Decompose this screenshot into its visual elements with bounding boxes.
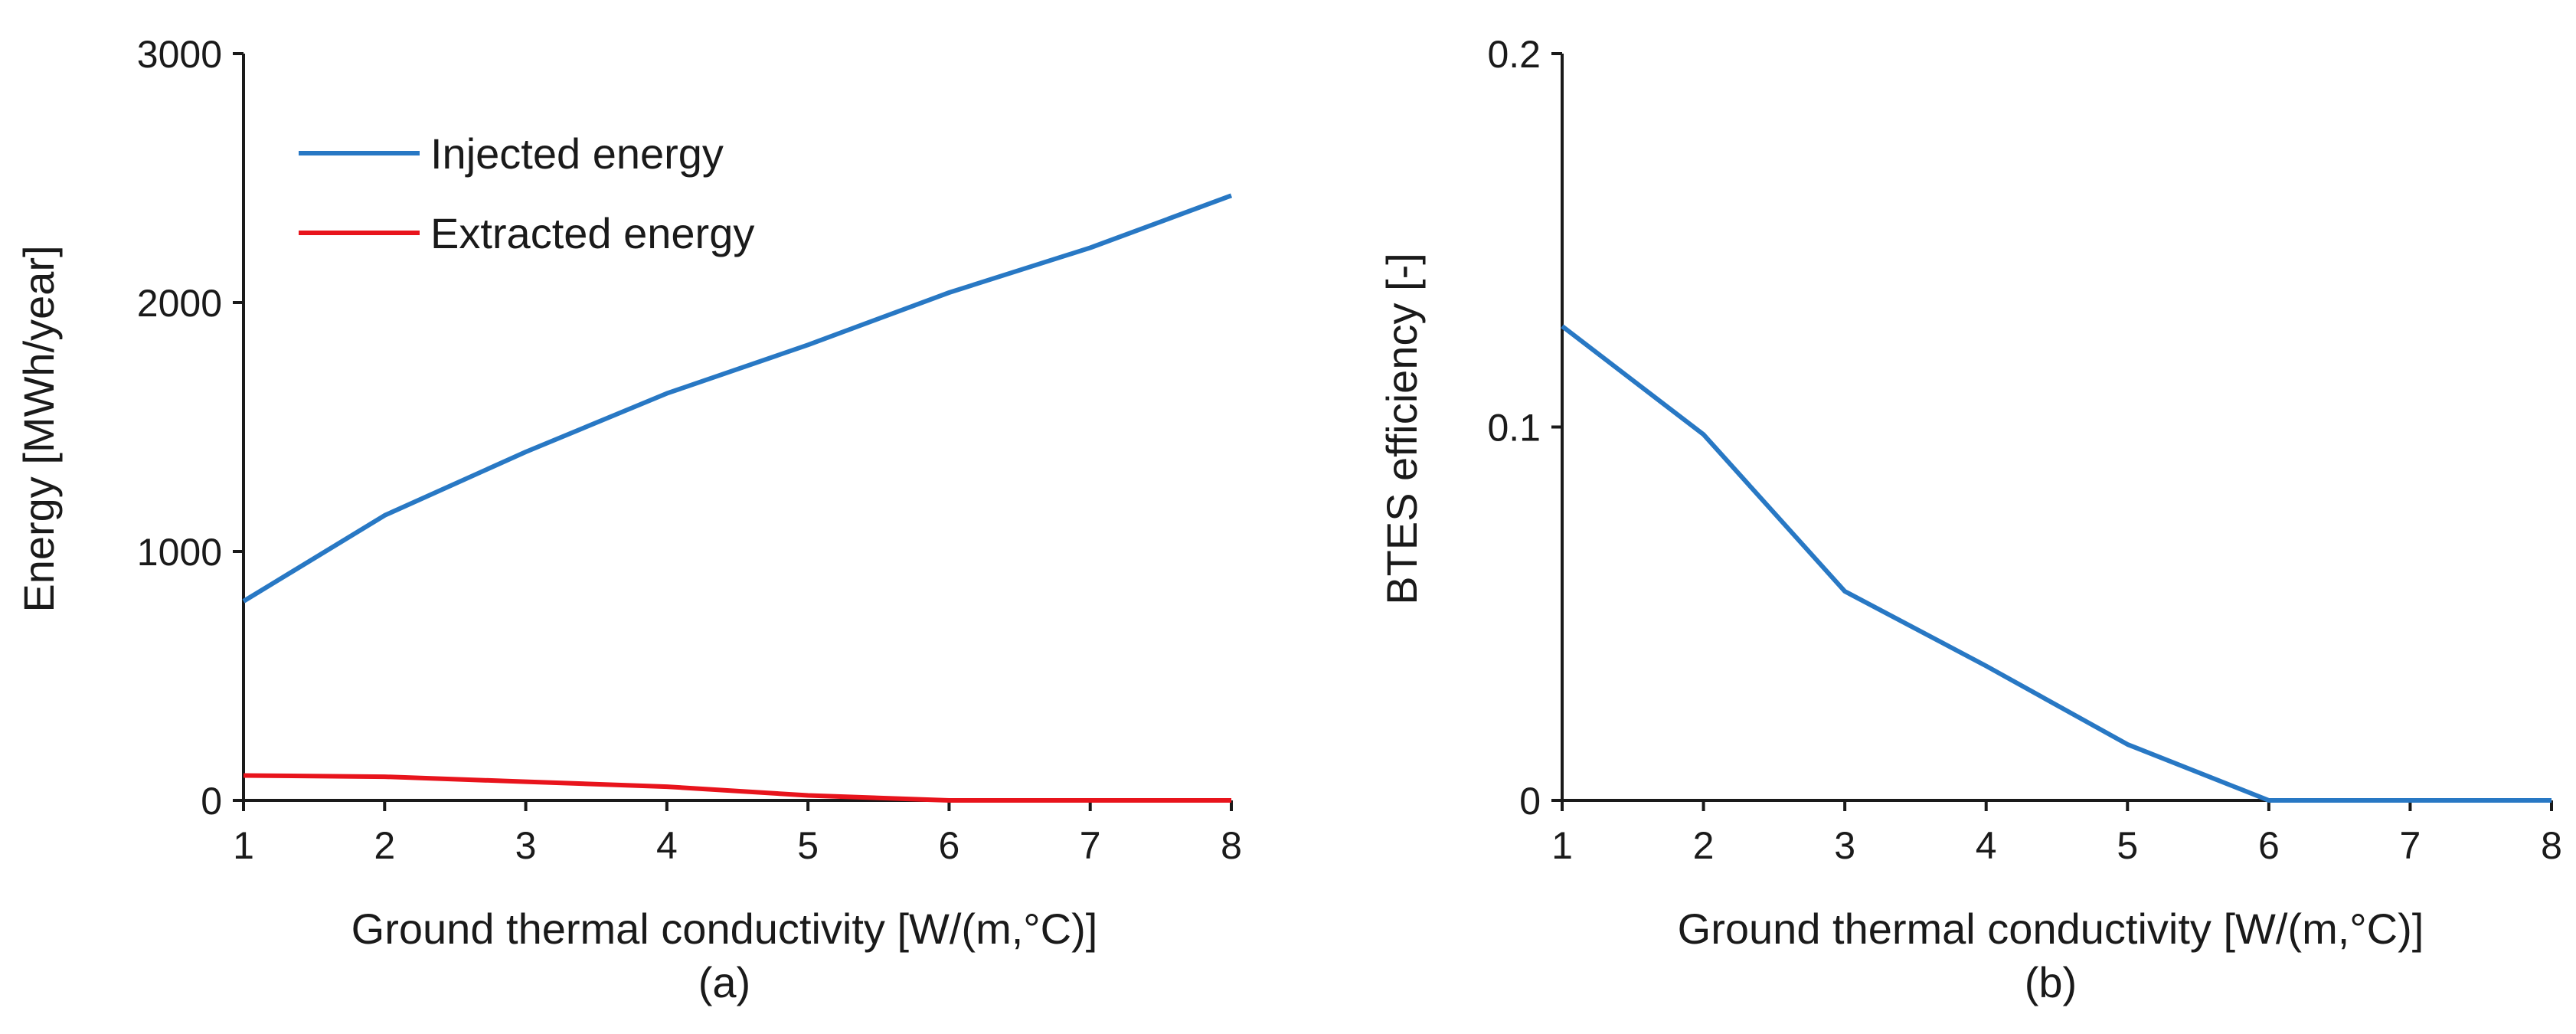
- chart-a-legend: Injected energy Extracted energy: [299, 129, 754, 257]
- chart-b-ylabel: BTES efficiency [-]: [1378, 253, 1426, 605]
- chart-b-x-tick-label: 8: [2541, 824, 2562, 867]
- chart-a-x-tick-label: 3: [515, 824, 537, 867]
- legend-label-injected-energy: Injected energy: [430, 129, 724, 178]
- chart-a-y-tick-label: 0: [201, 780, 222, 823]
- chart-a-x-tick-label: 4: [656, 824, 678, 867]
- chart-a-x-tick-label: 1: [233, 824, 254, 867]
- chart-b-axes: 0 0.1 0.2 1 2 3 4 5 6 7 8: [1487, 33, 2561, 867]
- chart-b-y-tick-label: 0: [1519, 780, 1541, 823]
- chart-b-x-tick-label: 4: [1976, 824, 1997, 867]
- chart-b-xlabel: Ground thermal conductivity [W/(m,°C)]: [1678, 905, 2424, 953]
- chart-a-y-tick-label: 3000: [137, 33, 222, 76]
- chart-a-y-tick-label: 1000: [137, 531, 222, 574]
- btes-efficiency-line: [1561, 324, 2551, 803]
- chart-a-x-tick-label: 2: [374, 824, 395, 867]
- chart-b-x-tick-label: 7: [2400, 824, 2421, 867]
- chart-b-caption: (b): [2025, 958, 2077, 1006]
- chart-a-x-tick-label: 5: [797, 824, 819, 867]
- injected-energy-line: [242, 193, 1233, 604]
- chart-a-x-tick-label: 7: [1080, 824, 1101, 867]
- chart-a: 0 1000 2000 3000 1 2 3 4 5 6 7 8 Injected energy Ext…: [15, 33, 1242, 1006]
- chart-b-x-tick-label: 1: [1551, 824, 1573, 867]
- chart-b-y-tick-label: 0.2: [1487, 33, 1541, 76]
- chart-b-x-tick-label: 3: [1834, 824, 1855, 867]
- chart-b: 0 0.1 0.2 1 2 3 4 5 6 7 8 Ground thermal conductiv…: [1378, 33, 2562, 1006]
- legend-label-extracted-energy: Extracted energy: [430, 209, 754, 257]
- chart-b-y-tick-label: 0.1: [1487, 407, 1541, 450]
- chart-b-x-tick-label: 2: [1693, 824, 1715, 867]
- chart-a-caption: (a): [698, 958, 750, 1006]
- chart-a-axes: 0 1000 2000 3000 1 2 3 4 5 6 7 8: [137, 33, 1242, 867]
- chart-b-x-tick-label: 6: [2258, 824, 2280, 867]
- chart-a-series: [242, 193, 1233, 803]
- extracted-energy-line: [243, 773, 1231, 803]
- chart-a-xlabel: Ground thermal conductivity [W/(m,°C)]: [351, 905, 1098, 953]
- chart-a-x-tick-label: 6: [939, 824, 960, 867]
- chart-a-x-tick-label: 8: [1221, 824, 1242, 867]
- chart-b-x-tick-label: 5: [2117, 824, 2138, 867]
- chart-b-series: [1561, 324, 2551, 803]
- chart-a-ylabel: Energy [MWh/year]: [15, 245, 63, 612]
- chart-a-y-tick-label: 2000: [137, 282, 222, 325]
